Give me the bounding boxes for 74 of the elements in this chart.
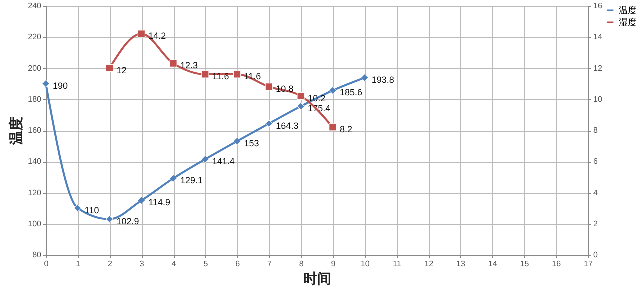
- y-tick-label: 240: [28, 2, 42, 10]
- data-label: 110: [84, 205, 100, 216]
- point: [202, 70, 210, 78]
- data-label: 164.3: [276, 120, 299, 131]
- y2-tick-label: 14: [594, 32, 603, 42]
- point: [329, 124, 337, 132]
- point: [202, 156, 210, 164]
- y-tick-label: 100: [28, 219, 42, 228]
- data-label: 153: [244, 138, 260, 148]
- y2-tick-label: 8: [594, 126, 598, 135]
- y2-tick-label: 6: [594, 157, 598, 166]
- point: [170, 60, 178, 68]
- data-label: 12.3: [180, 60, 198, 71]
- point: [170, 174, 178, 182]
- point: [234, 138, 242, 146]
- y-tick-label: 220: [28, 32, 42, 42]
- y-tick-label: 180: [28, 94, 42, 104]
- y-tick-label: 80: [32, 250, 42, 260]
- x-tick-label: 11: [393, 260, 402, 268]
- x-tick-label: 15: [520, 260, 530, 268]
- x-tick-label: 9: [331, 260, 336, 268]
- x-tick-label: 4: [172, 260, 177, 268]
- y2-tick-label: 2: [594, 219, 598, 228]
- legend-label: 湿度: [619, 18, 637, 28]
- point: [138, 196, 146, 204]
- point: [106, 64, 114, 72]
- data-label: 185.6: [340, 88, 362, 98]
- x-tick-label: 7: [267, 260, 272, 268]
- x-tick-label: 13: [456, 260, 466, 268]
- x-tick-label: 0: [44, 260, 50, 268]
- data-label: 11.6: [244, 71, 262, 82]
- point: [234, 70, 242, 78]
- x-tick-label: 1: [76, 260, 82, 268]
- x-tick-label: 2: [108, 260, 114, 268]
- y2-tick-label: 12: [594, 64, 603, 73]
- legend-label: 温度: [619, 6, 637, 16]
- y-tick-label: 200: [28, 64, 42, 73]
- y-tick-label: 160: [28, 126, 42, 135]
- point: [361, 74, 369, 82]
- x-tick-label: 8: [299, 260, 304, 268]
- point: [297, 92, 305, 100]
- x-tick-label: 3: [140, 260, 145, 268]
- data-label: 114.9: [148, 198, 171, 208]
- data-label: 190: [53, 80, 68, 91]
- point: [74, 204, 82, 212]
- y-axis-title: 温度: [8, 117, 24, 146]
- x-tick-label: 6: [236, 260, 241, 268]
- point: [138, 30, 146, 38]
- y2-tick-label: 16: [594, 2, 603, 10]
- x-tick-label: 5: [204, 260, 209, 268]
- x-axis-title: 时间: [304, 270, 332, 286]
- point: [265, 120, 273, 128]
- point: [329, 86, 337, 94]
- data-label: 12: [116, 65, 127, 76]
- data-label: 14.2: [148, 31, 166, 42]
- y2-tick-label: 0: [594, 250, 598, 260]
- x-tick-label: 17: [584, 260, 594, 268]
- x-tick-label: 10: [360, 260, 370, 268]
- x-tick-label: 16: [552, 260, 562, 268]
- data-label: 8.2: [340, 124, 352, 134]
- x-tick-label: 14: [488, 260, 498, 268]
- data-label: 141.4: [212, 156, 235, 166]
- y2-tick-label: 4: [594, 188, 598, 198]
- y2-tick-label: 10: [594, 94, 603, 104]
- data-label: 193.8: [372, 74, 394, 85]
- point: [106, 216, 114, 224]
- data-label: 129.1: [180, 176, 204, 186]
- point: [297, 102, 305, 110]
- point: [42, 80, 50, 88]
- x-tick-label: 12: [424, 260, 434, 268]
- point: [265, 83, 273, 91]
- y-tick-label: 140: [28, 157, 42, 166]
- y-tick-label: 120: [28, 188, 42, 198]
- data-label: 102.9: [116, 216, 140, 226]
